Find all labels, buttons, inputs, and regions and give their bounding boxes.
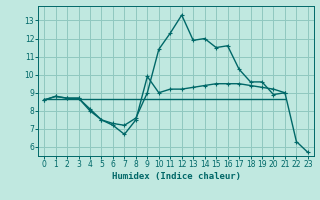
X-axis label: Humidex (Indice chaleur): Humidex (Indice chaleur) [111,172,241,181]
